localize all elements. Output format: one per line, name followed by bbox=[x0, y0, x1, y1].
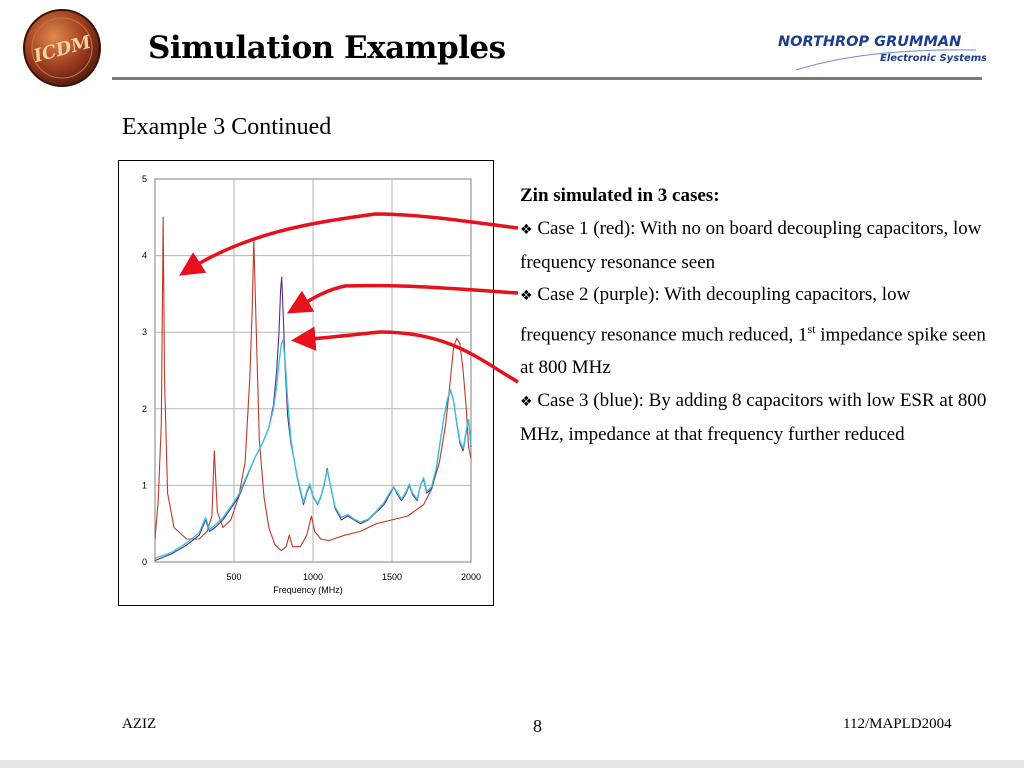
case2-text-b: impedance spike seen at 800 MHz bbox=[520, 324, 986, 379]
chart-svg: 500 1000 1500 2000 0 1 2 3 4 5 Frequency (MHz) bbox=[142, 174, 481, 595]
y-tick-label: 5 bbox=[142, 174, 147, 184]
y-tick-label: 1 bbox=[142, 480, 147, 490]
northrop-grumman-logo: NORTHROP GRUMMAN Electronic Systems bbox=[778, 34, 986, 71]
diamond-bullet-icon: ❖ bbox=[520, 288, 533, 305]
x-tick-label: 2000 bbox=[461, 572, 481, 582]
y-tick-label: 3 bbox=[142, 327, 147, 337]
case3-text: Case 3 (blue): By adding 8 capacitors wi… bbox=[520, 390, 987, 445]
case3-item: ❖ Case 3 (blue): By adding 8 capacitors … bbox=[520, 385, 990, 452]
case2-text-a: Case 2 (purple): With decoupling capacit… bbox=[520, 284, 911, 346]
y-tick-label: 4 bbox=[142, 251, 147, 261]
diamond-bullet-icon: ❖ bbox=[520, 221, 533, 238]
series-line-1 bbox=[154, 216, 472, 552]
slide-subtitle: Example 3 Continued bbox=[122, 114, 332, 140]
y-tick-label: 0 bbox=[142, 557, 147, 567]
logo-name-text: NORTHROP GRUMMAN bbox=[778, 34, 961, 50]
cases-description: Zin simulated in 3 cases: ❖ Case 1 (red)… bbox=[520, 180, 990, 452]
footer-page-number: 8 bbox=[533, 716, 542, 736]
logo-division-text: Electronic Systems bbox=[880, 53, 986, 64]
x-tick-label: 1500 bbox=[382, 572, 402, 582]
case1-item: ❖ Case 1 (red): With no on board decoupl… bbox=[520, 213, 990, 280]
series-line-3 bbox=[154, 339, 472, 559]
icdm-logo: ICDM bbox=[23, 9, 101, 87]
bottom-band bbox=[0, 760, 1024, 768]
title-divider bbox=[112, 77, 982, 80]
slide-title: Simulation Examples bbox=[148, 30, 506, 66]
footer-author: AZIZ bbox=[122, 716, 157, 732]
footer-reference: 112/MAPLD2004 bbox=[843, 716, 952, 732]
x-tick-label: 500 bbox=[226, 572, 241, 582]
x-axis-label: Frequency (MHz) bbox=[273, 585, 343, 595]
x-tick-label: 1000 bbox=[303, 572, 323, 582]
case1-text: Case 1 (red): With no on board decouplin… bbox=[520, 217, 982, 273]
diamond-bullet-icon: ❖ bbox=[520, 394, 533, 411]
case2-item: ❖ Case 2 (purple): With decoupling capac… bbox=[520, 279, 990, 385]
y-tick-label: 2 bbox=[142, 404, 147, 414]
cases-heading: Zin simulated in 3 cases: bbox=[520, 185, 720, 206]
case2-superscript: st bbox=[807, 322, 816, 337]
impedance-chart: 500 1000 1500 2000 0 1 2 3 4 5 Frequency (MHz) bbox=[118, 160, 494, 606]
